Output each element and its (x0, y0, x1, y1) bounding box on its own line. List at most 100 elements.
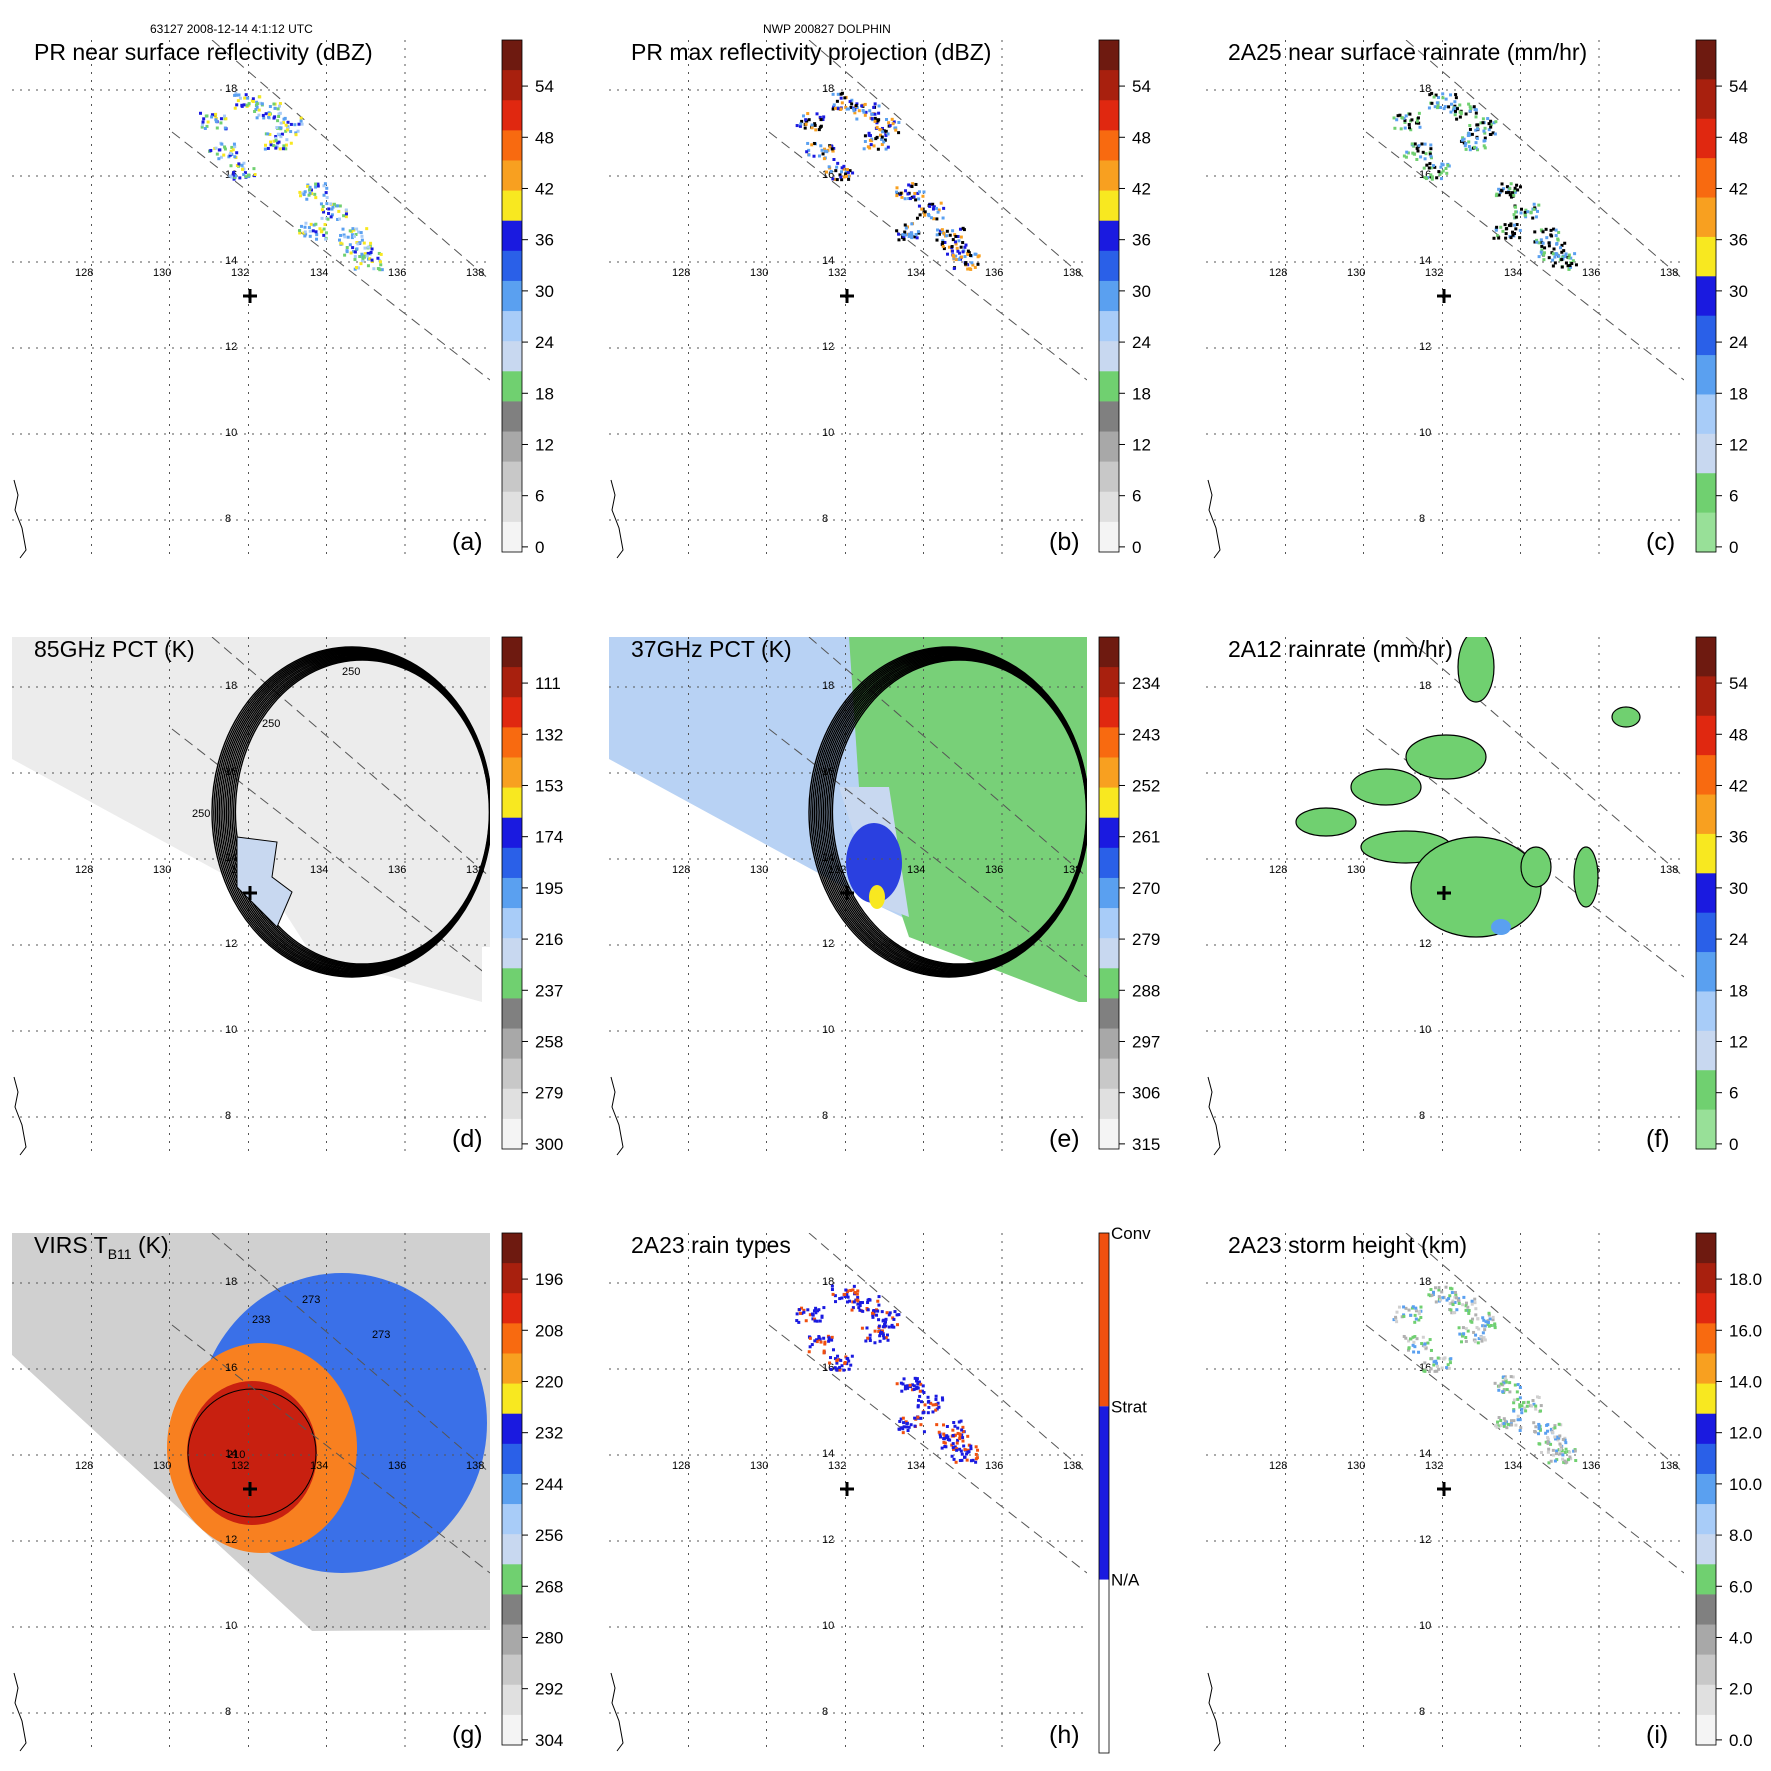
echo-pixel (1552, 227, 1556, 231)
echo-pixel (868, 109, 872, 113)
echo-pixel (886, 145, 890, 149)
echo-pixel (1499, 1382, 1503, 1386)
echo-pixel (1404, 1336, 1408, 1340)
echo-pixel (857, 109, 861, 113)
lon-tick-label: 128 (672, 864, 690, 876)
echo-pixel (299, 224, 303, 228)
echo-pixel (1498, 190, 1502, 194)
echo-pixel (1564, 1447, 1568, 1451)
echo-pixel (1541, 230, 1545, 234)
echo-pixel (1518, 1396, 1522, 1400)
echo-pixel (1449, 102, 1453, 106)
echo-pixel (1433, 105, 1437, 109)
echo-pixel (835, 178, 839, 182)
echo-pixel (1555, 242, 1559, 246)
echo-pixel (862, 147, 866, 151)
echo-pixel (835, 1361, 839, 1365)
echo-pixel (950, 1454, 954, 1458)
lat-tick-label: 14 (1419, 1448, 1431, 1460)
echo-pixel (370, 258, 374, 262)
echo-pixel (1474, 111, 1478, 115)
echo-pixel (1534, 1404, 1538, 1408)
echo-pixel (200, 123, 204, 127)
coastline (1207, 1076, 1221, 1156)
echo-pixel (1551, 264, 1555, 268)
lat-tick-label: 14 (225, 255, 237, 267)
echo-pixel (1464, 147, 1468, 151)
echo-pixel (1518, 185, 1522, 189)
echo-pixel (1423, 142, 1427, 146)
echo-pixel (258, 95, 262, 99)
echo-pixel (1415, 119, 1419, 123)
echo-pixel (254, 103, 258, 107)
echo-pixel (886, 132, 890, 136)
echo-pixel (883, 1322, 887, 1326)
echo-pixel (269, 140, 273, 144)
colorbar-b-swatch (1099, 250, 1119, 282)
echo-pixel (883, 138, 887, 142)
coastline (13, 1672, 27, 1752)
colorbar-d-swatch (502, 727, 522, 758)
echo-pixel (1511, 230, 1515, 234)
echo-pixel (915, 1377, 919, 1381)
lon-tick-label: 136 (388, 267, 406, 279)
lat-tick-label: 18 (225, 1276, 237, 1288)
colorbar-b-tick-label: 0 (1132, 538, 1141, 557)
lon-tick-label: 134 (1504, 1460, 1522, 1472)
echo-pixel (1468, 109, 1472, 113)
echo-pixel (1499, 1424, 1503, 1427)
scan-ring-artifact (808, 646, 1087, 978)
echo-pixel (314, 222, 318, 226)
echo-pixel (343, 253, 347, 257)
echo-pixel (1512, 1409, 1516, 1413)
echo-pixel (831, 177, 835, 181)
lon-tick-label: 136 (1582, 1460, 1600, 1472)
echo-pixel (1510, 1419, 1514, 1423)
lon-tick-label: 136 (985, 267, 1003, 279)
colorbar-a-swatch (502, 371, 522, 402)
echo-pixel (934, 1397, 938, 1401)
echo-pixel (286, 120, 290, 124)
echo-pixel (838, 1365, 842, 1369)
echo-pixel (1573, 1449, 1577, 1453)
echo-pixel (272, 102, 276, 106)
echo-pixel (895, 1313, 899, 1317)
echo-pixel (1518, 1418, 1522, 1422)
panel-label: (b) (1049, 528, 1080, 556)
echo-pixel (958, 1447, 962, 1451)
echo-pixel (1434, 1300, 1438, 1304)
echo-pixel (812, 141, 816, 145)
colorbar-g-swatch (502, 1534, 522, 1565)
colorbar-f-swatch (1696, 833, 1716, 874)
echo-pixel (1415, 157, 1419, 161)
echo-pixel (247, 173, 251, 177)
echo-pixel (360, 234, 364, 238)
echo-pixel (1560, 258, 1564, 262)
echo-pixel (823, 149, 827, 153)
echo-pixel (921, 1411, 925, 1415)
echo-pixel (1397, 1305, 1401, 1309)
lat-tick-label: 12 (822, 1534, 834, 1546)
echo-pixel (819, 1340, 823, 1344)
colorbar-b-swatch (1099, 280, 1119, 312)
echo-pixel (1479, 1335, 1483, 1339)
echo-pixel (1568, 1455, 1572, 1459)
echo-pixel (852, 109, 856, 113)
echo-pixel (1505, 1426, 1509, 1430)
panel-f: 128130132134136138181614121082A12 rainra… (1206, 636, 1748, 1156)
lat-tick-label: 12 (1419, 1534, 1431, 1546)
echo-pixel (1430, 91, 1434, 95)
colorbar-e-tick-label: 261 (1132, 828, 1160, 847)
contour-label: 250 (342, 666, 360, 678)
lon-tick-label: 138 (1063, 1460, 1081, 1472)
echo-pixel (1489, 1323, 1493, 1327)
echo-pixel (1409, 1313, 1413, 1317)
echo-pixel (1483, 1324, 1487, 1328)
echo-pixel (1546, 1441, 1550, 1445)
echo-pixel (851, 1306, 855, 1310)
echo-pixel (904, 189, 908, 193)
echo-pixel (1404, 1306, 1408, 1310)
echo-pixel (844, 172, 848, 176)
echo-pixel (264, 112, 268, 116)
echo-pixel (1423, 1344, 1427, 1348)
